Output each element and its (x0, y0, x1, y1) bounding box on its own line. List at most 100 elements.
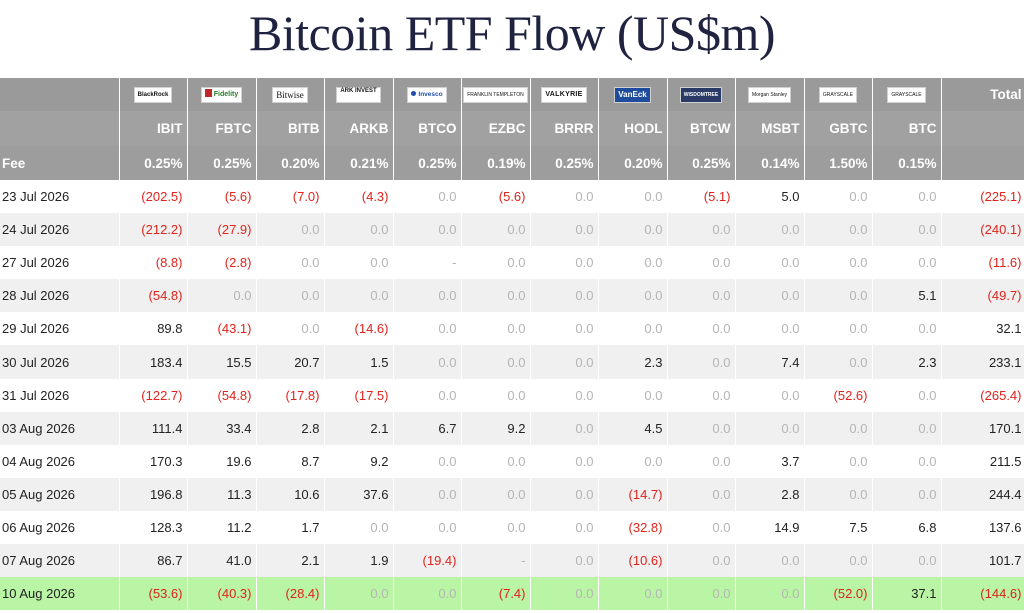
table-row: 06 Aug 2026 128.3 11.2 1.7 0.0 0.0 0.0 0.0 (32.8… (0, 510, 1024, 545)
flow-cell: (4.3) (324, 180, 394, 214)
franklin-templeton-logo: FRANKLIN TEMPLETON (463, 86, 528, 103)
flow-cell: 0.0 (530, 477, 599, 511)
flow-cell: 170.3 (119, 444, 188, 478)
flow-cell: 0.0 (324, 510, 394, 545)
page-title: Bitcoin ETF Flow (US$m) (248, 5, 776, 61)
flow-cell: 2.3 (872, 345, 942, 379)
flow-cell: - (393, 246, 462, 280)
flow-cell: 0.0 (804, 279, 873, 313)
fee-cell: 0.25% (187, 146, 257, 180)
flow-cell: 0.0 (872, 544, 942, 578)
flow-cell: (14.7) (598, 477, 668, 511)
date-cell: 23 Jul 2026 (0, 180, 120, 214)
flow-cell: 0.0 (393, 577, 462, 611)
date-cell: 04 Aug 2026 (0, 444, 120, 478)
etf-flow-table: BlackRock Fidelity Bitwise ARK INVEST In… (0, 78, 1024, 611)
fee-row: Fee 0.25% 0.25% 0.20% 0.21% 0.25% 0.19% 0.25% 0… (0, 146, 1024, 180)
date-cell: 27 Jul 2026 (0, 246, 120, 280)
flow-cell: 0.0 (598, 213, 668, 247)
flow-cell: 0.0 (530, 345, 599, 379)
date-cell: 06 Aug 2026 (0, 510, 120, 545)
table-row: 23 Jul 2026 (202.5) (5.6) (7.0) (4.3) 0.0 (5.6… (0, 180, 1024, 214)
flow-cell: 19.6 (187, 444, 257, 478)
flow-cell: 0.0 (598, 246, 668, 280)
flow-cell: 0.0 (667, 510, 736, 545)
flow-cell: 0.0 (393, 312, 462, 346)
flow-cell: 0.0 (393, 279, 462, 313)
flow-cell: 0.0 (872, 246, 942, 280)
invesco-logo: Invesco (407, 86, 447, 103)
flow-cell: 0.0 (256, 312, 325, 346)
flow-cell: 41.0 (187, 544, 257, 578)
table-row: 07 Aug 2026 86.7 41.0 2.1 1.9 (19.4) -0.0 (10.6… (0, 544, 1024, 578)
flow-cell: 15.5 (187, 345, 257, 379)
flow-cell: 5.1 (872, 279, 942, 313)
table-row: 27 Jul 2026 (8.8) (2.8) 0.0 0.0-0.0 0.0 0.0 0.0… (0, 246, 1024, 280)
total-cell: 137.6 (941, 510, 1024, 545)
flow-cell: 0.0 (393, 345, 462, 379)
flow-cell: 0.0 (530, 279, 599, 313)
date-cell: 05 Aug 2026 (0, 477, 120, 511)
flow-cell: (5.6) (461, 180, 531, 214)
flow-cell: 2.3 (598, 345, 668, 379)
table-row: 29 Jul 2026 89.8 (43.1) 0.0 (14.6) 0.0 0.0 0.0 0… (0, 312, 1024, 346)
flow-cell: 0.0 (393, 510, 462, 545)
fidelity-mark-icon (204, 88, 212, 97)
flow-cell: 0.0 (530, 444, 599, 478)
table-row: 04 Aug 2026 170.3 19.6 8.7 9.2 0.0 0.0 0.0 0.0 0.… (0, 444, 1024, 478)
ticker-header: BTCO (393, 111, 462, 146)
flow-cell: 6.7 (393, 411, 462, 445)
flow-cell: 0.0 (804, 246, 873, 280)
flow-cell: 0.0 (530, 544, 599, 578)
fidelity-logo: Fidelity (200, 86, 243, 103)
date-cell: 31 Jul 2026 (0, 378, 120, 412)
flow-cell: 0.0 (872, 477, 942, 511)
fee-cell: 0.14% (735, 146, 805, 180)
flow-cell: 0.0 (804, 544, 873, 578)
grayscale-logo: GRAYSCALE (818, 86, 858, 103)
header-blank (0, 78, 120, 111)
table-row: 31 Jul 2026 (122.7) (54.8) (17.8) (17.5) 0.0 0… (0, 378, 1024, 412)
flow-cell: 0.0 (461, 213, 531, 247)
flow-cell: 0.0 (530, 180, 599, 214)
flow-cell: 2.8 (735, 477, 805, 511)
flow-cell: (8.8) (119, 246, 188, 280)
ark-invest-logo: ARK INVEST (336, 86, 381, 103)
flow-cell: 0.0 (667, 577, 736, 611)
flow-cell: 0.0 (324, 213, 394, 247)
flow-cell: 0.0 (598, 378, 668, 412)
flow-cell: (7.4) (461, 577, 531, 611)
ticker-total-blank (941, 111, 1024, 146)
flow-cell: (54.8) (119, 279, 188, 313)
date-cell: 28 Jul 2026 (0, 279, 120, 313)
flow-cell: (53.6) (119, 577, 188, 611)
flow-cell: 0.0 (667, 312, 736, 346)
flow-cell: 33.4 (187, 411, 257, 445)
fee-cell: 0.25% (667, 146, 736, 180)
ticker-header: BTC (872, 111, 942, 146)
flow-cell: 0.0 (324, 246, 394, 280)
total-cell: (225.1) (941, 180, 1024, 214)
date-cell: 24 Jul 2026 (0, 213, 120, 247)
flow-cell: 0.0 (735, 544, 805, 578)
total-cell: (11.6) (941, 246, 1024, 280)
flow-cell: (27.9) (187, 213, 257, 247)
ticker-header: ARKB (324, 111, 394, 146)
flow-cell: 0.0 (735, 411, 805, 445)
issuer-logo-row: BlackRock Fidelity Bitwise ARK INVEST In… (0, 78, 1024, 111)
fee-cell: 0.25% (119, 146, 188, 180)
flow-cell: 0.0 (872, 378, 942, 412)
flow-cell: 86.7 (119, 544, 188, 578)
flow-cell: (122.7) (119, 378, 188, 412)
ticker-header: IBIT (119, 111, 188, 146)
ticker-header: HODL (598, 111, 668, 146)
flow-cell: 5.0 (735, 180, 805, 214)
fee-cell: 0.21% (324, 146, 394, 180)
flow-cell: (52.0) (804, 577, 873, 611)
valkyrie-logo: VALKYRIE (541, 86, 587, 103)
flow-cell: (40.3) (187, 577, 257, 611)
flow-cell: 0.0 (530, 312, 599, 346)
flow-cell: 7.5 (804, 510, 873, 545)
flow-cell: 0.0 (530, 246, 599, 280)
flow-cell: (7.0) (256, 180, 325, 214)
